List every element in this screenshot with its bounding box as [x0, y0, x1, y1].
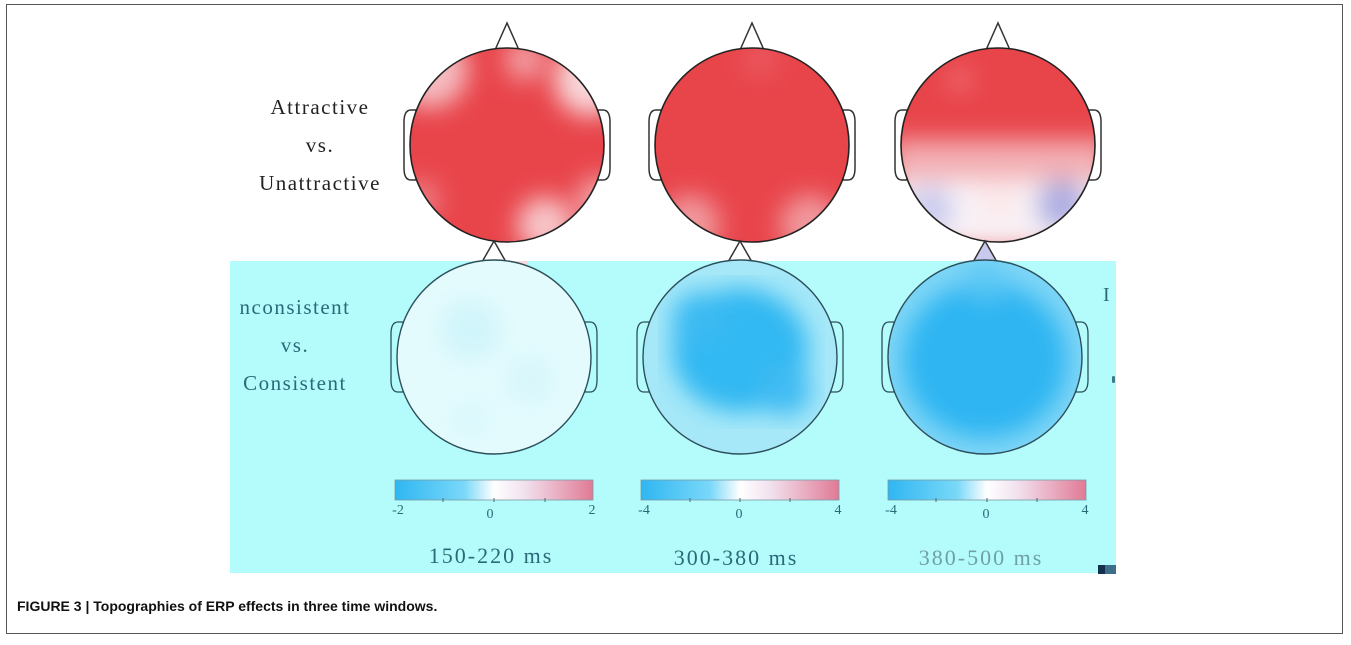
scale-min-label: -2	[392, 503, 404, 518]
topomap-consistency-380-500	[881, 259, 1089, 455]
scale-mid-label: 0	[486, 507, 494, 522]
topomap-consistency-150-220	[390, 259, 598, 455]
row-label-attractive: Attractive vs. Unattractive	[240, 88, 400, 202]
row-label-line: nconsistent	[239, 295, 351, 319]
row-label-line: Attractive	[270, 95, 370, 119]
corner-mark	[1098, 565, 1116, 574]
colorbar-150-220	[394, 479, 594, 502]
topomap-attractive-300-380	[648, 21, 856, 243]
colorbar-380-500	[887, 479, 1087, 502]
row-label-line: Consistent	[243, 371, 347, 395]
scale-min-label: -4	[638, 503, 650, 518]
row-label-line: vs.	[280, 333, 310, 357]
partial-head-2	[727, 239, 753, 263]
scale-max-label: 4	[1081, 503, 1089, 518]
scale-max-label: 4	[834, 503, 842, 518]
colorbar-300-380	[640, 479, 840, 502]
scale-max-label: 2	[588, 503, 596, 518]
row-label-line: vs.	[305, 133, 335, 157]
scale-mid-label: 0	[982, 507, 990, 522]
time-window-label: 150-220 ms	[428, 543, 554, 568]
row-label-consistency: nconsistent vs. Consistent	[205, 288, 385, 402]
stray-letter: I	[1103, 284, 1110, 306]
stray-mark	[1112, 376, 1115, 383]
time-window-label: 380-500 ms	[918, 545, 1044, 570]
figure-caption: FIGURE 3 | Topographies of ERP effects i…	[17, 598, 438, 614]
scale-mid-label: 0	[735, 507, 743, 522]
partial-head-3	[972, 239, 998, 263]
topomap-attractive-380-500	[894, 21, 1102, 243]
time-window-label: 300-380 ms	[673, 545, 799, 570]
scale-min-label: -4	[885, 503, 897, 518]
topomap-attractive-150-220	[403, 21, 611, 243]
topomap-consistency-300-380	[636, 259, 844, 455]
row-label-line: Unattractive	[259, 171, 381, 195]
